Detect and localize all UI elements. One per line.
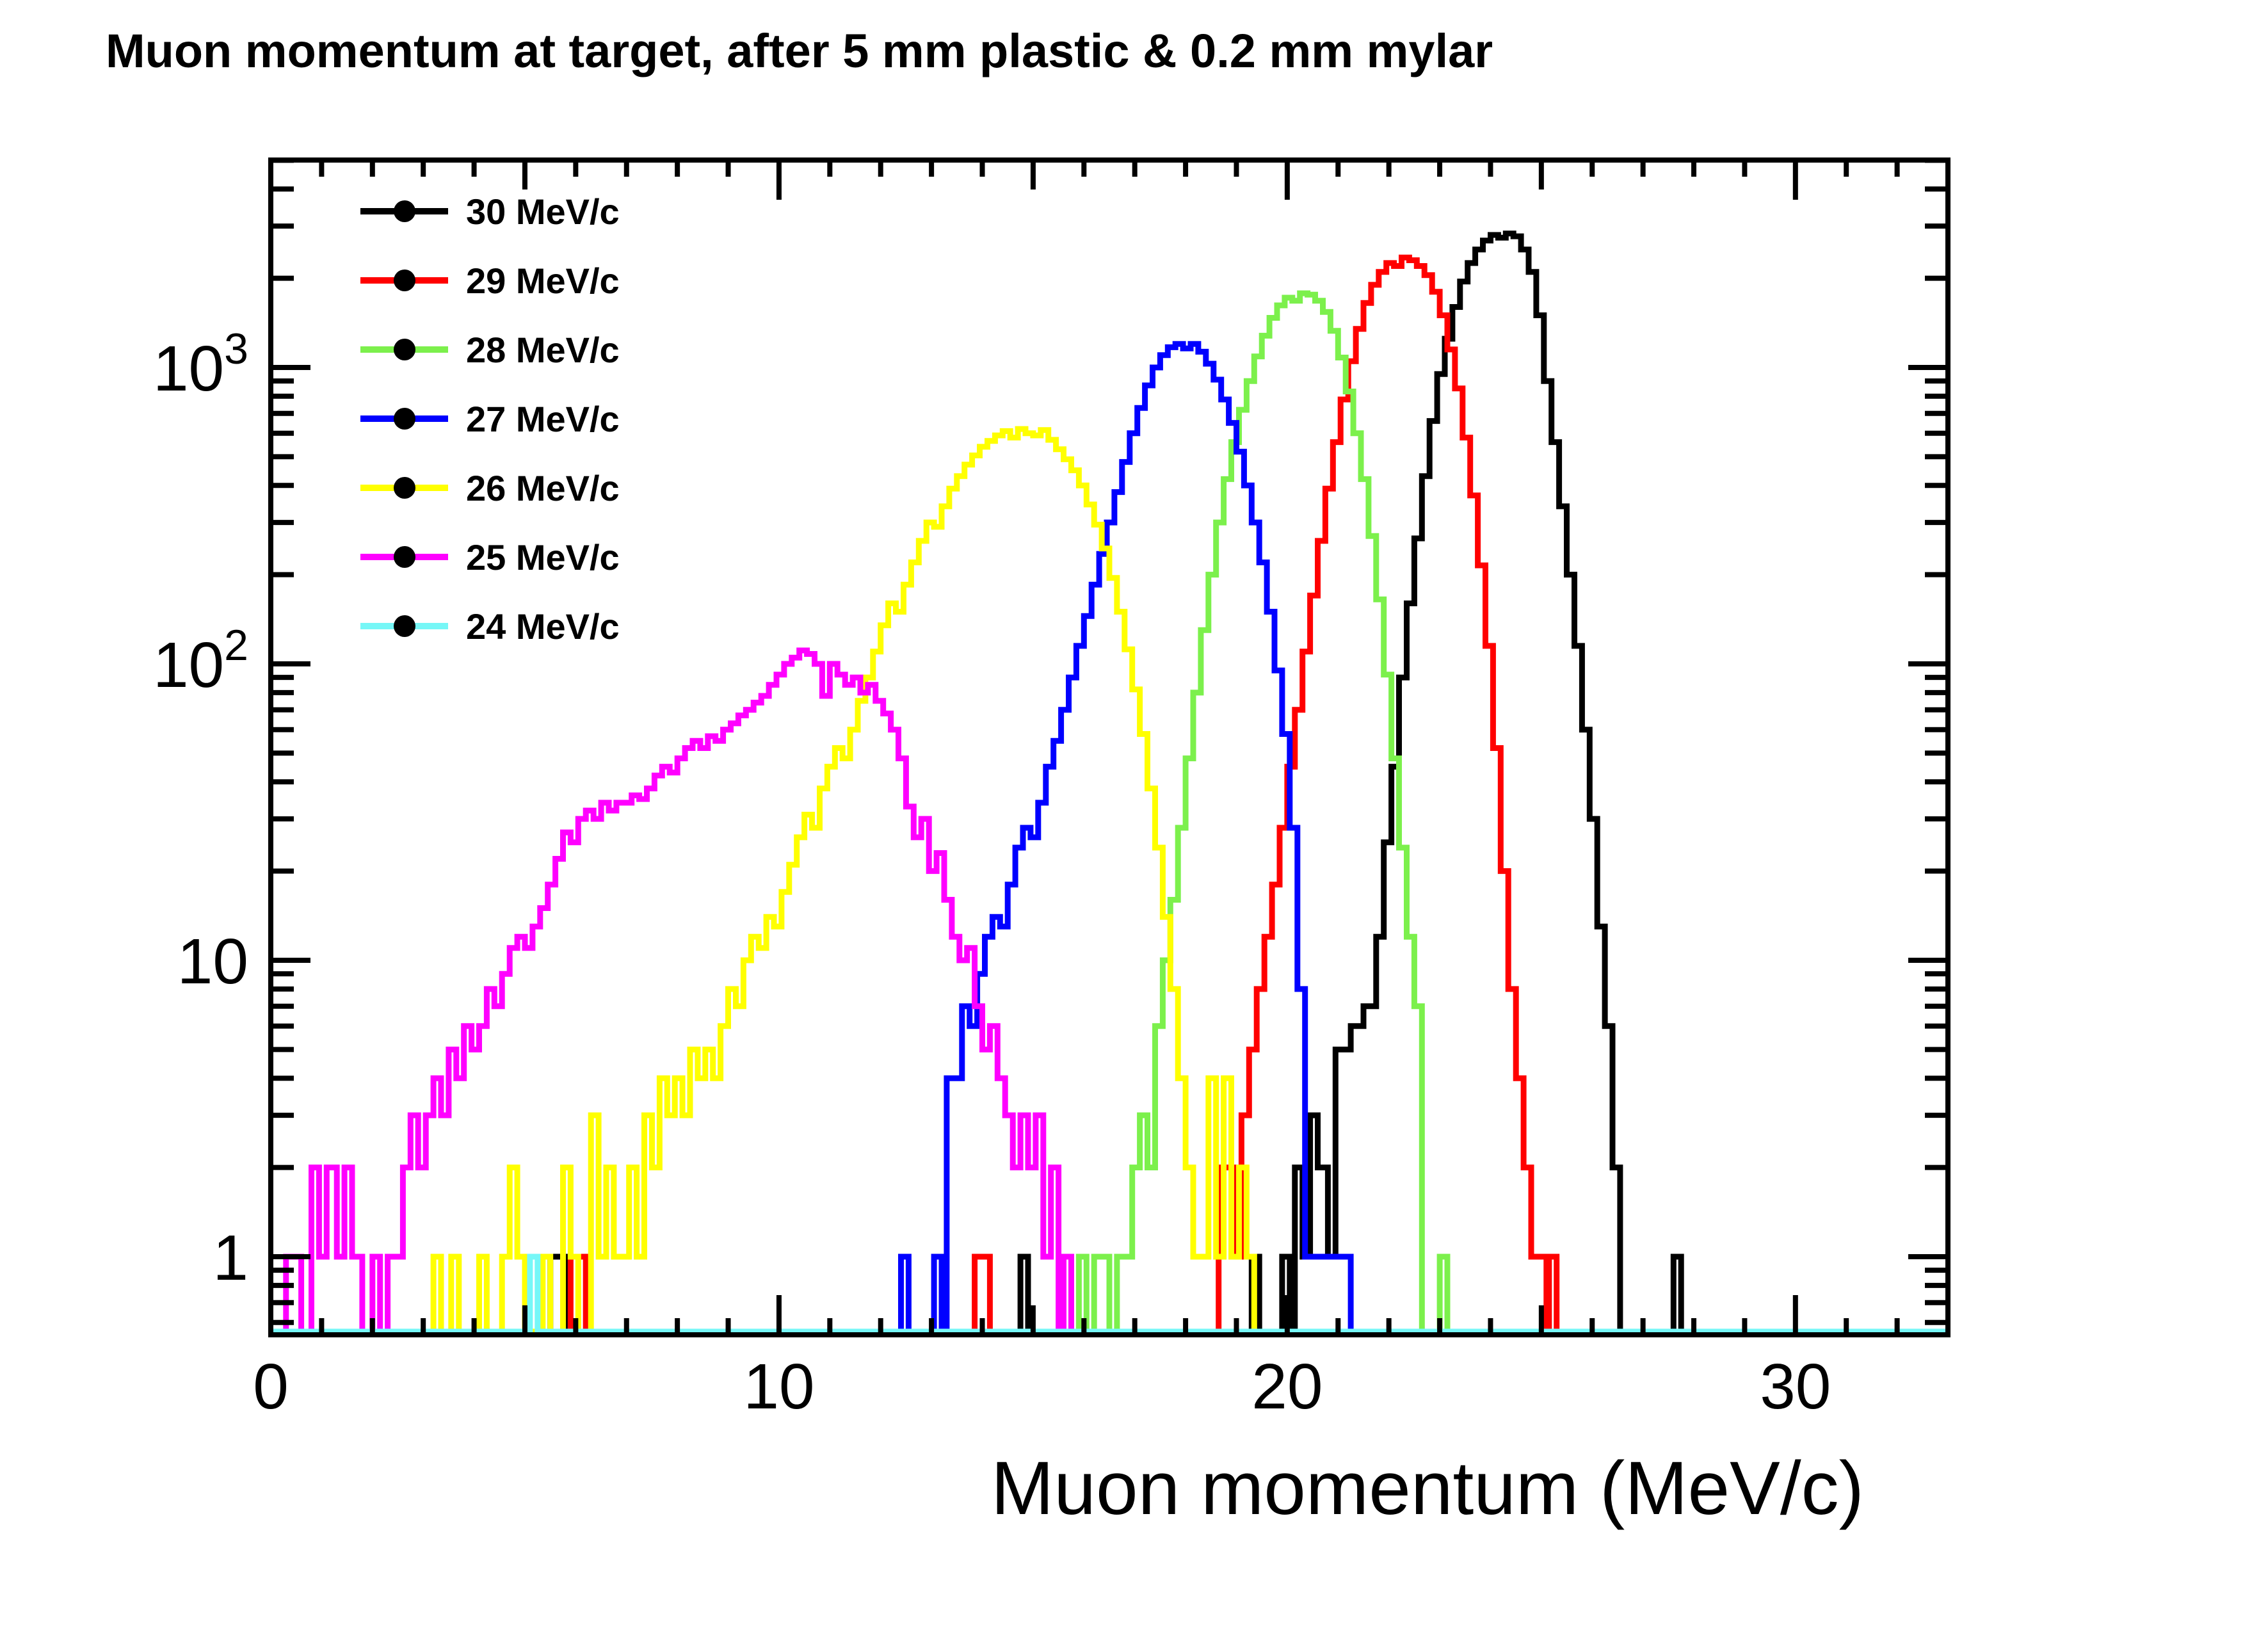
circle-marker-icon: [394, 477, 415, 499]
legend-label: 27 MeV/c: [466, 399, 620, 439]
x-tick-label: 0: [253, 1351, 289, 1422]
histogram-27-mev-c: [271, 341, 1948, 1335]
chart-title: Muon momentum at target, after 5 mm plas…: [106, 24, 1493, 77]
histogram-26-mev-c: [271, 426, 1948, 1335]
plot-frame-group: [268, 157, 1950, 1337]
y-tick-label: 10: [177, 926, 248, 997]
y-tick-labels-group: 1 10 102 103: [153, 325, 248, 1294]
legend-entry: 25 MeV/c: [360, 537, 620, 577]
circle-marker-icon: [394, 200, 415, 222]
x-axis-title: Muon momentum (MeV/c): [991, 1446, 1864, 1531]
y-tick-label: 103: [153, 325, 248, 405]
histogram-28-mev-c: [271, 290, 1948, 1335]
circle-marker-icon: [394, 615, 415, 637]
legend-entry: 28 MeV/c: [360, 330, 620, 370]
histogram-24-mev-c: [271, 1253, 1948, 1335]
legend-label: 24 MeV/c: [466, 606, 620, 647]
legend-entry: 27 MeV/c: [360, 399, 620, 439]
legend-label: 25 MeV/c: [466, 537, 620, 577]
legend-entry: 30 MeV/c: [360, 191, 620, 232]
x-tick-labels-group: 0 10 20 30: [253, 1351, 1831, 1422]
circle-marker-icon: [394, 408, 415, 430]
plot-frame: [268, 157, 1950, 1337]
legend-label: 29 MeV/c: [466, 261, 620, 301]
circle-marker-icon: [394, 270, 415, 291]
legend-label: 28 MeV/c: [466, 330, 620, 370]
y-tick-label: 1: [213, 1222, 248, 1294]
legend-label: 30 MeV/c: [466, 191, 620, 232]
x-tick-label: 30: [1760, 1351, 1831, 1422]
x-tick-label: 10: [743, 1351, 814, 1422]
axis-ticks-group: [268, 157, 1950, 1335]
x-tick-label: 20: [1251, 1351, 1323, 1422]
legend-entry: 29 MeV/c: [360, 261, 620, 301]
circle-marker-icon: [394, 339, 415, 360]
legend-entry: 26 MeV/c: [360, 468, 620, 508]
histogram-25-mev-c: [271, 647, 1948, 1335]
histogram-series-group: [271, 230, 1948, 1335]
y-tick-label: 102: [153, 621, 248, 701]
legend-entry: 24 MeV/c: [360, 606, 620, 647]
legend: 30 MeV/c 29 MeV/c 28 MeV/c 27 MeV/c 26 MeV/c…: [360, 191, 620, 647]
legend-label: 26 MeV/c: [466, 468, 620, 508]
circle-marker-icon: [394, 546, 415, 568]
histogram-29-mev-c: [271, 254, 1948, 1335]
